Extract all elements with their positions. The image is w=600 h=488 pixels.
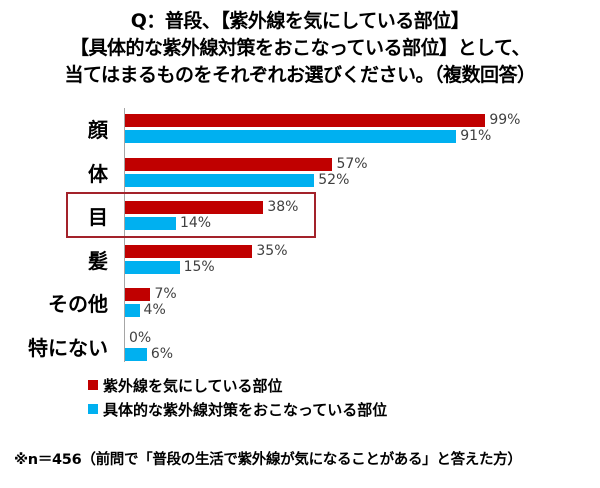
title-line-2: 【具体的な紫外線対策をおこなっている部位】として、 (69, 37, 531, 59)
legend-item-series2: 具体的な紫外線対策をおこなっている部位 (88, 400, 387, 420)
value-label: 7% (154, 286, 177, 302)
legend-label-series2: 具体的な紫外線対策をおこなっている部位 (103, 401, 388, 419)
category-label: 目 (88, 205, 108, 229)
value-label: 14% (179, 215, 212, 231)
value-label: 91% (460, 128, 492, 144)
legend-item-series1: 紫外線を気にしている部位 (88, 376, 283, 396)
bar-series2 (125, 260, 180, 274)
value-label: 4% (143, 302, 166, 318)
sample-note: ※n＝456（前問で「普段の生活で紫外線が気になることがある」と答えた方） (14, 452, 522, 468)
category-label: その他 (48, 292, 108, 316)
highlight-box-eyes (66, 192, 316, 238)
value-label: 6% (150, 345, 174, 362)
bar-series1 (125, 244, 253, 258)
category-label: 髪 (88, 248, 108, 273)
bar-series2 (125, 304, 140, 317)
value-label: 15% (183, 258, 215, 275)
category-label: 体 (88, 161, 108, 186)
bar-series1 (125, 288, 151, 301)
value-label: 57% (336, 155, 368, 172)
bar-series2 (125, 173, 315, 187)
legend-swatch-red-icon (88, 379, 98, 390)
category-label: 顔 (88, 118, 108, 142)
category-label: 特にない (28, 335, 108, 360)
value-label: 0% (129, 329, 152, 346)
value-label: 38% (267, 199, 299, 215)
y-axis-line (124, 108, 125, 362)
bar-series2 (125, 347, 147, 361)
value-label: 99% (489, 112, 521, 128)
value-label: 52% (318, 171, 350, 188)
title-line-3: 当てはまるものをそれぞれお選びください。（複数回答） (64, 64, 536, 86)
legend-swatch-blue-icon (88, 403, 98, 414)
bar-series1 (125, 157, 333, 171)
chart-title: Q：普段、【紫外線を気にしている部位】 【具体的な紫外線対策をおこなっている部位… (0, 8, 600, 89)
bar-series2 (125, 217, 176, 230)
bar-series2 (125, 130, 457, 143)
title-line-1: Q：普段、【紫外線を気にしている部位】 (130, 10, 470, 32)
value-label: 35% (256, 242, 288, 259)
legend-label-series1: 紫外線を気にしている部位 (103, 377, 283, 395)
bar-series1 (125, 201, 264, 214)
bar-series1 (125, 114, 486, 127)
